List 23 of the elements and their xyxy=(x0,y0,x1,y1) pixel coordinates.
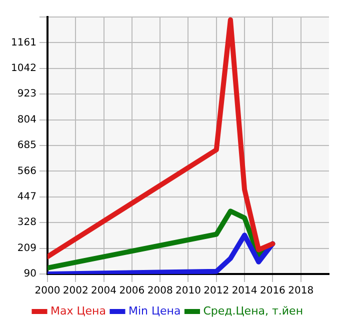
y-tick-label: 209 xyxy=(17,242,36,254)
y-tick-label: 1161 xyxy=(10,37,36,48)
legend-label: Min Цена xyxy=(128,304,181,318)
x-tick-label: 2004 xyxy=(91,286,116,297)
y-tick-label: 328 xyxy=(17,217,36,228)
x-tick-label: 2008 xyxy=(147,286,173,297)
y-tick-label: 804 xyxy=(17,114,36,126)
y-tick-label: 90 xyxy=(24,268,36,280)
x-tick-label: 2010 xyxy=(176,286,201,297)
y-tick-label: 685 xyxy=(17,140,36,152)
x-tick-label: 2012 xyxy=(204,286,230,297)
x-tick-label: 2000 xyxy=(34,286,60,297)
y-tick-label: 447 xyxy=(17,191,36,202)
x-tick-label: 2002 xyxy=(62,286,88,297)
y-tick-label: 923 xyxy=(17,88,36,100)
x-tick-label: 2018 xyxy=(288,286,314,297)
legend-label: Max Цена xyxy=(50,304,106,318)
y-tick-label: 566 xyxy=(17,166,36,177)
y-tick-label: 1042 xyxy=(10,62,36,74)
legend-label: Сред.Цена, т.йен xyxy=(203,304,304,318)
x-tick-label: 2014 xyxy=(232,286,258,297)
x-tick-label: 2016 xyxy=(260,286,286,297)
x-tick-label: 2006 xyxy=(119,286,145,297)
